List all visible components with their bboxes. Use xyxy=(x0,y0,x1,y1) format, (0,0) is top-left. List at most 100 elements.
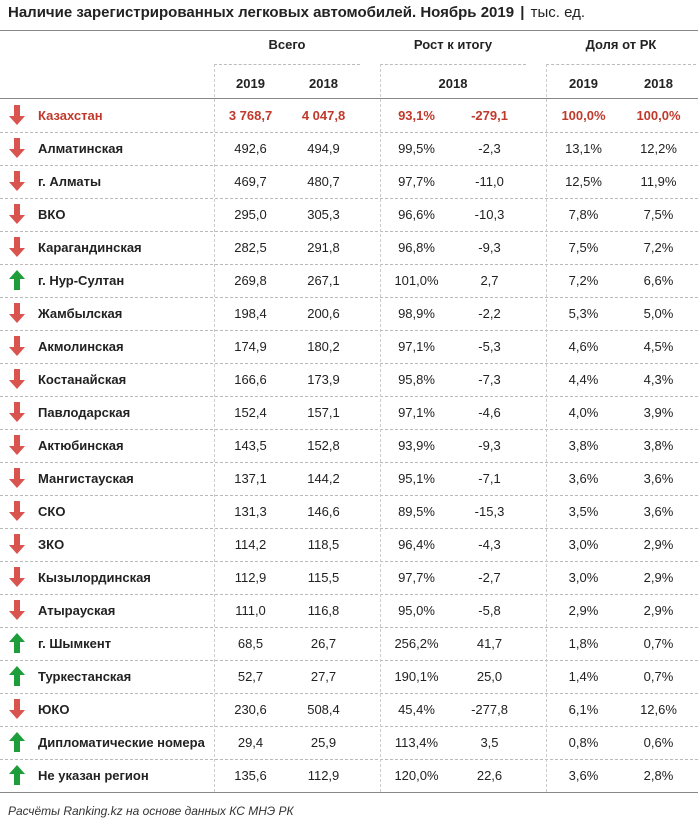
cell-growth-pct: 89,5% xyxy=(398,504,435,519)
cell-growth-pct: 99,5% xyxy=(398,141,435,156)
table-row: ЮКО 230,6 508,4 45,4% -277,8 6,1% 12,6% xyxy=(0,693,700,726)
cell-growth-abs: -7,1 xyxy=(478,471,501,486)
arrow-down-icon xyxy=(9,435,25,455)
region-name: Павлодарская xyxy=(38,405,131,420)
table-row: г. Шымкент 68,5 26,7 256,2% 41,7 1,8% 0,7% xyxy=(0,627,700,660)
region-name: Акмолинская xyxy=(38,339,124,354)
cell-share2018: 12,6% xyxy=(640,702,677,717)
cell-v2018: 180,2 xyxy=(307,339,340,354)
cell-share2019: 13,1% xyxy=(565,141,602,156)
cell-share2018: 2,9% xyxy=(643,603,674,618)
arrow-down-icon xyxy=(9,336,25,356)
cell-share2019: 3,8% xyxy=(568,438,599,453)
table-row: Мангистауская 137,1 144,2 95,1% -7,1 3,6% 3,6% xyxy=(0,462,700,495)
cell-share2019: 6,1% xyxy=(568,702,599,717)
region-name: Атырауская xyxy=(38,603,116,618)
column-divider xyxy=(214,64,215,792)
cell-share2018: 0,6% xyxy=(643,735,674,750)
row-divider xyxy=(0,198,698,199)
arrow-down-icon xyxy=(9,303,25,323)
arrow-down-icon xyxy=(9,501,25,521)
cell-v2018: 157,1 xyxy=(307,405,340,420)
cell-growth-pct: 96,4% xyxy=(398,537,435,552)
cell-v2018: 494,9 xyxy=(307,141,340,156)
arrow-down-icon xyxy=(9,468,25,488)
table-row: Карагандинская 282,5 291,8 96,8% -9,3 7,5% 7,2… xyxy=(0,231,700,264)
cell-growth-abs: 22,6 xyxy=(476,768,503,783)
row-divider xyxy=(0,132,698,133)
cell-share2018: 3,6% xyxy=(643,504,674,519)
cell-v2018: 26,7 xyxy=(310,636,337,651)
cell-growth-abs: -279,1 xyxy=(471,108,508,123)
cell-v2018: 25,9 xyxy=(310,735,337,750)
arrow-up-icon xyxy=(9,765,25,785)
cell-share2019: 4,6% xyxy=(568,339,599,354)
row-divider xyxy=(0,231,698,232)
year-share-2018: 2018 xyxy=(644,76,673,91)
region-name: Актюбинская xyxy=(38,438,124,453)
region-name: Мангистауская xyxy=(38,471,134,486)
cell-v2019: 114,2 xyxy=(234,537,267,552)
cell-growth-pct: 96,8% xyxy=(398,240,435,255)
cell-share2019: 12,5% xyxy=(565,174,602,189)
table-row: Жамбылская 198,4 200,6 98,9% -2,2 5,3% 5,0% xyxy=(0,297,700,330)
cell-growth-pct: 113,4% xyxy=(394,735,439,750)
region-name: Жамбылская xyxy=(38,306,123,321)
title-unit: тыс. ед. xyxy=(530,4,586,21)
table-row: Акмолинская 174,9 180,2 97,1% -5,3 4,6% 4,5% xyxy=(0,330,700,363)
cell-growth-abs: -7,3 xyxy=(478,372,501,387)
row-divider xyxy=(0,561,698,562)
cell-share2018: 2,8% xyxy=(643,768,674,783)
table-row: Костанайская 166,6 173,9 95,8% -7,3 4,4% 4,3% xyxy=(0,363,700,396)
cell-growth-pct: 97,7% xyxy=(398,570,435,585)
cell-share2019: 3,6% xyxy=(568,768,599,783)
row-divider xyxy=(0,98,698,99)
cell-v2018: 152,8 xyxy=(307,438,340,453)
cell-share2018: 3,6% xyxy=(643,471,674,486)
cell-v2018: 200,6 xyxy=(307,306,340,321)
cell-growth-pct: 93,9% xyxy=(398,438,435,453)
cell-v2018: 267,1 xyxy=(307,273,340,288)
header-total: Всего xyxy=(268,37,306,52)
row-divider xyxy=(0,30,698,31)
region-name: г. Алматы xyxy=(38,174,102,189)
table-row: Казахстан 3 768,7 4 047,8 93,1% -279,1 100,0%… xyxy=(0,99,700,132)
cell-v2019: 469,7 xyxy=(234,174,267,189)
cell-share2019: 2,9% xyxy=(568,603,599,618)
row-divider xyxy=(0,528,698,529)
cell-growth-pct: 45,4% xyxy=(398,702,435,717)
row-divider xyxy=(0,627,698,628)
region-name: Не указан регион xyxy=(38,768,149,783)
cell-v2019: 131,3 xyxy=(234,504,267,519)
cell-share2018: 7,5% xyxy=(643,207,674,222)
cell-v2018: 291,8 xyxy=(307,240,340,255)
arrow-down-icon xyxy=(9,699,25,719)
row-divider xyxy=(0,594,698,595)
year-total-2018: 2018 xyxy=(309,76,338,91)
cell-share2019: 4,0% xyxy=(568,405,599,420)
row-divider xyxy=(0,330,698,331)
region-name: г. Нур-Султан xyxy=(38,273,125,288)
row-divider xyxy=(214,64,360,65)
table-row: г. Нур-Султан 269,8 267,1 101,0% 2,7 7,2% 6,6% xyxy=(0,264,700,297)
table-row: г. Алматы 469,7 480,7 97,7% -11,0 12,5% 11,9% xyxy=(0,165,700,198)
cell-v2019: 295,0 xyxy=(234,207,267,222)
cell-v2018: 4 047,8 xyxy=(301,108,346,123)
row-divider xyxy=(0,297,698,298)
cell-growth-pct: 120,0% xyxy=(394,768,439,783)
cell-share2019: 7,2% xyxy=(568,273,599,288)
cell-v2019: 111,0 xyxy=(235,603,266,618)
cell-share2019: 7,5% xyxy=(568,240,599,255)
row-divider xyxy=(0,660,698,661)
row-divider xyxy=(0,792,698,793)
arrow-down-icon xyxy=(9,567,25,587)
cell-v2018: 144,2 xyxy=(307,471,340,486)
cell-growth-abs: -4,6 xyxy=(478,405,501,420)
cell-share2018: 5,0% xyxy=(643,306,674,321)
cell-v2019: 152,4 xyxy=(234,405,267,420)
row-divider xyxy=(0,363,698,364)
cell-share2018: 0,7% xyxy=(643,636,674,651)
cell-growth-abs: 3,5 xyxy=(480,735,499,750)
table-row: Туркестанская 52,7 27,7 190,1% 25,0 1,4% 0,7% xyxy=(0,660,700,693)
cell-growth-pct: 95,0% xyxy=(398,603,435,618)
